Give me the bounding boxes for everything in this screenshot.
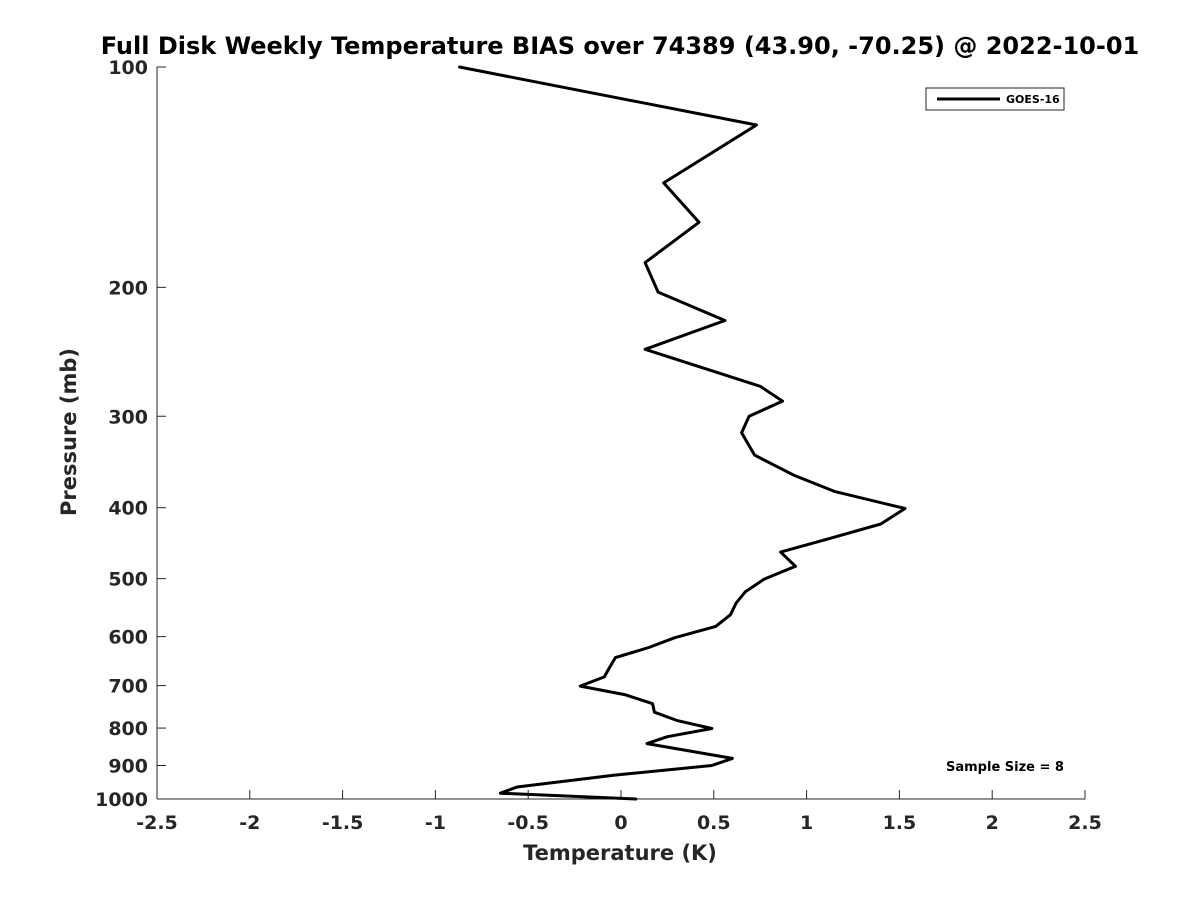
y-tick-label: 800 <box>108 718 148 740</box>
y-tick-label: 200 <box>108 277 148 299</box>
x-tick-label: -2.5 <box>136 812 178 834</box>
chart-title: Full Disk Weekly Temperature BIAS over 7… <box>101 32 1140 60</box>
y-tick-label: 100 <box>108 57 148 79</box>
x-tick-label: -2 <box>239 812 260 834</box>
axes <box>156 67 1085 800</box>
x-tick-label: 0 <box>614 812 627 834</box>
series-line-goes-16 <box>458 65 907 801</box>
x-axis-label: Temperature (K) <box>523 841 717 865</box>
sample-size-annotation: Sample Size = 8 <box>946 760 1064 775</box>
y-tick-label: 1000 <box>95 789 148 811</box>
y-tick-label: 900 <box>108 756 148 778</box>
legend-label-goes-16: GOES-16 <box>1006 93 1060 106</box>
y-axis-label: Pressure (mb) <box>57 348 81 516</box>
series-layer <box>458 65 907 801</box>
x-tick-label: -1.5 <box>322 812 364 834</box>
x-tick-label: 1 <box>800 812 813 834</box>
y-tick-label: 600 <box>108 627 148 649</box>
y-tick-label: 400 <box>108 498 148 520</box>
x-tick-label: 2.5 <box>1068 812 1102 834</box>
x-tick-label: 2 <box>986 812 999 834</box>
x-tick-label: 0.5 <box>697 812 731 834</box>
y-tick-label: 700 <box>108 676 148 698</box>
x-tick-label: 1.5 <box>883 812 917 834</box>
y-tick-label: 500 <box>108 569 148 591</box>
x-tick-label: -0.5 <box>507 812 549 834</box>
x-tick-label: -1 <box>425 812 446 834</box>
legend: GOES-16 <box>925 87 1065 111</box>
y-tick-label: 300 <box>108 406 148 428</box>
y-axis-ticks: 100 200 300 400 500 600 700 800 900 1000 <box>95 57 166 811</box>
x-axis-ticks: -2.5 -2 -1.5 -1 -0.5 0 0.5 1 1.5 2 2.5 <box>136 790 1102 834</box>
